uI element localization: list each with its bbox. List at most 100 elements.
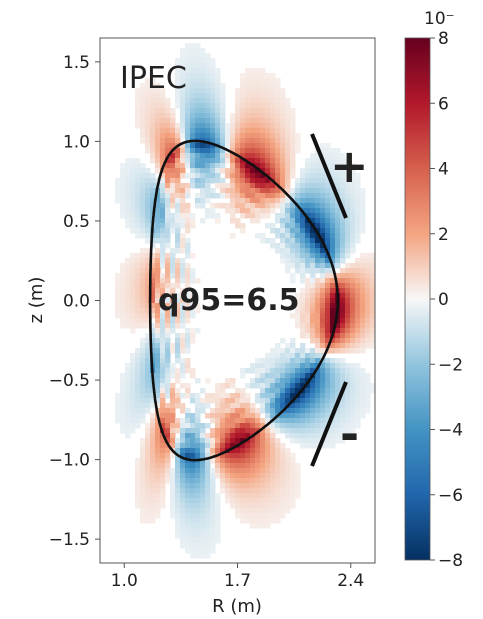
- heat-cell: [335, 178, 341, 184]
- y-tick-label: 1.0: [63, 132, 90, 152]
- heat-cell: [160, 113, 166, 119]
- heat-cell: [245, 173, 251, 179]
- heat-cell: [255, 408, 261, 414]
- heat-cell: [270, 383, 276, 389]
- heat-cell: [285, 418, 291, 424]
- heat-cell: [170, 268, 176, 274]
- heat-cell: [135, 378, 141, 384]
- heat-cell: [140, 473, 146, 479]
- heat-cell: [180, 448, 186, 454]
- heat-cell: [355, 333, 361, 339]
- heat-cell: [150, 93, 156, 99]
- heat-cell: [340, 348, 346, 354]
- heat-cell: [305, 178, 311, 184]
- heat-cell: [285, 108, 291, 114]
- heat-cell: [365, 273, 371, 279]
- heat-cell: [305, 363, 311, 369]
- heat-cell: [140, 448, 146, 454]
- heat-cell: [210, 488, 216, 494]
- heat-cell: [265, 478, 271, 484]
- heat-cell: [200, 553, 206, 559]
- heat-cell: [190, 253, 196, 259]
- heat-cell: [245, 128, 251, 134]
- heat-cell: [315, 158, 321, 164]
- heat-cell: [340, 233, 346, 239]
- heat-cell: [150, 328, 156, 334]
- heat-cell: [320, 333, 326, 339]
- heat-cell: [225, 463, 231, 469]
- heat-cell: [150, 253, 156, 259]
- heat-cell: [180, 483, 186, 489]
- heat-cell: [260, 358, 266, 364]
- heat-cell: [120, 408, 126, 414]
- heat-cell: [305, 408, 311, 414]
- heat-cell: [330, 343, 336, 349]
- heat-cell: [360, 228, 366, 234]
- heat-cell: [320, 298, 326, 304]
- heat-cell: [340, 178, 346, 184]
- heat-cell: [310, 368, 316, 374]
- heat-cell: [135, 413, 141, 419]
- heat-cell: [355, 303, 361, 309]
- heat-cell: [205, 183, 211, 189]
- heat-cell: [210, 98, 216, 104]
- heat-cell: [270, 113, 276, 119]
- heat-cell: [185, 93, 191, 99]
- heat-cell: [180, 188, 186, 194]
- heat-cell: [175, 123, 181, 129]
- heat-cell: [160, 493, 166, 499]
- heat-cell: [305, 403, 311, 409]
- heat-cell: [295, 318, 301, 324]
- heat-cell: [300, 408, 306, 414]
- heat-cell: [355, 273, 361, 279]
- heat-cell: [215, 388, 221, 394]
- heat-cell: [315, 178, 321, 184]
- heat-cell: [285, 448, 291, 454]
- heat-cell: [330, 398, 336, 404]
- heat-cell: [245, 448, 251, 454]
- heat-cell: [175, 523, 181, 529]
- heat-cell: [335, 278, 341, 284]
- heat-cell: [320, 183, 326, 189]
- heat-cell: [155, 198, 161, 204]
- heat-cell: [310, 268, 316, 274]
- heat-cell: [270, 503, 276, 509]
- heat-cell: [270, 493, 276, 499]
- heat-cell: [285, 343, 291, 349]
- heat-cell: [290, 313, 296, 319]
- heat-cell: [250, 128, 256, 134]
- heat-cell: [255, 498, 261, 504]
- y-tick-label: 1.5: [63, 53, 90, 73]
- heat-cell: [145, 468, 151, 474]
- heat-cell: [165, 353, 171, 359]
- heat-cell: [270, 183, 276, 189]
- heat-cell: [165, 383, 171, 389]
- heat-cell: [280, 493, 286, 499]
- heat-cell: [270, 413, 276, 419]
- heat-cell: [250, 498, 256, 504]
- heat-cell: [305, 258, 311, 264]
- heat-cell: [245, 83, 251, 89]
- heat-cell: [305, 168, 311, 174]
- heat-cell: [145, 78, 151, 84]
- heat-cell: [240, 203, 246, 209]
- heat-cell: [180, 93, 186, 99]
- heat-cell: [170, 138, 176, 144]
- heat-cell: [315, 318, 321, 324]
- heat-cell: [295, 433, 301, 439]
- y-axis: −1.5−1.0−0.50.00.51.01.5: [49, 53, 100, 550]
- heat-cell: [170, 228, 176, 234]
- heat-cell: [370, 253, 375, 259]
- heat-cell: [275, 243, 281, 249]
- heat-cell: [185, 498, 191, 504]
- heat-cell: [350, 333, 356, 339]
- heat-cell: [195, 528, 201, 534]
- heat-cell: [180, 63, 186, 69]
- heat-cell: [165, 448, 171, 454]
- heat-cell: [145, 133, 151, 139]
- heat-cell: [220, 168, 226, 174]
- heat-cell: [315, 263, 321, 269]
- heat-cell: [190, 43, 196, 49]
- heat-cell: [195, 468, 201, 474]
- heat-cell: [130, 393, 136, 399]
